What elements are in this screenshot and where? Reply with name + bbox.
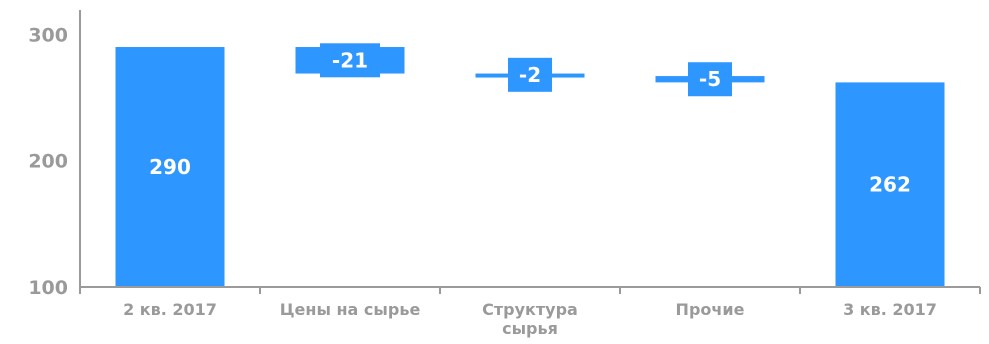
- data-label-box-2: [508, 57, 552, 92]
- x-tick-label-line: Цены на сырье: [280, 300, 421, 319]
- x-tick-label-3: Прочие: [676, 300, 745, 319]
- data-label-0: 290: [149, 155, 191, 179]
- y-tick-label-300: 300: [28, 24, 68, 46]
- y-tick-label-200: 200: [28, 151, 68, 173]
- x-tick-label-4: 3 кв. 2017: [843, 300, 937, 319]
- x-tick-label-1: Цены на сырье: [280, 300, 421, 319]
- x-tick-label-0: 2 кв. 2017: [123, 300, 217, 319]
- data-label-box-1: [320, 43, 380, 78]
- data-label-box-3: [688, 62, 732, 97]
- bar-0: [115, 47, 225, 287]
- data-label-1: -21: [332, 48, 368, 72]
- x-tick-label-line: 2 кв. 2017: [123, 300, 217, 319]
- bar-4: [835, 82, 945, 287]
- data-label-4: 262: [869, 173, 911, 197]
- data-labels-layer: 290 -21 -2 -5 262: [149, 43, 911, 197]
- x-tick-label-line: сырья: [502, 319, 558, 338]
- axes-layer: 100 200 300 2 кв. 2017 Цены на сырье Структур…: [28, 10, 981, 338]
- x-tick-label-line: 3 кв. 2017: [843, 300, 937, 319]
- x-tick-label-line: Прочие: [676, 300, 745, 319]
- data-label-3: -5: [699, 67, 721, 91]
- y-tick-label-100: 100: [28, 277, 68, 299]
- x-tick-label-2: Структура сырья: [482, 300, 578, 338]
- data-label-2: -2: [519, 63, 541, 87]
- x-tick-label-line: Структура: [482, 300, 578, 319]
- bars-layer: [115, 47, 945, 287]
